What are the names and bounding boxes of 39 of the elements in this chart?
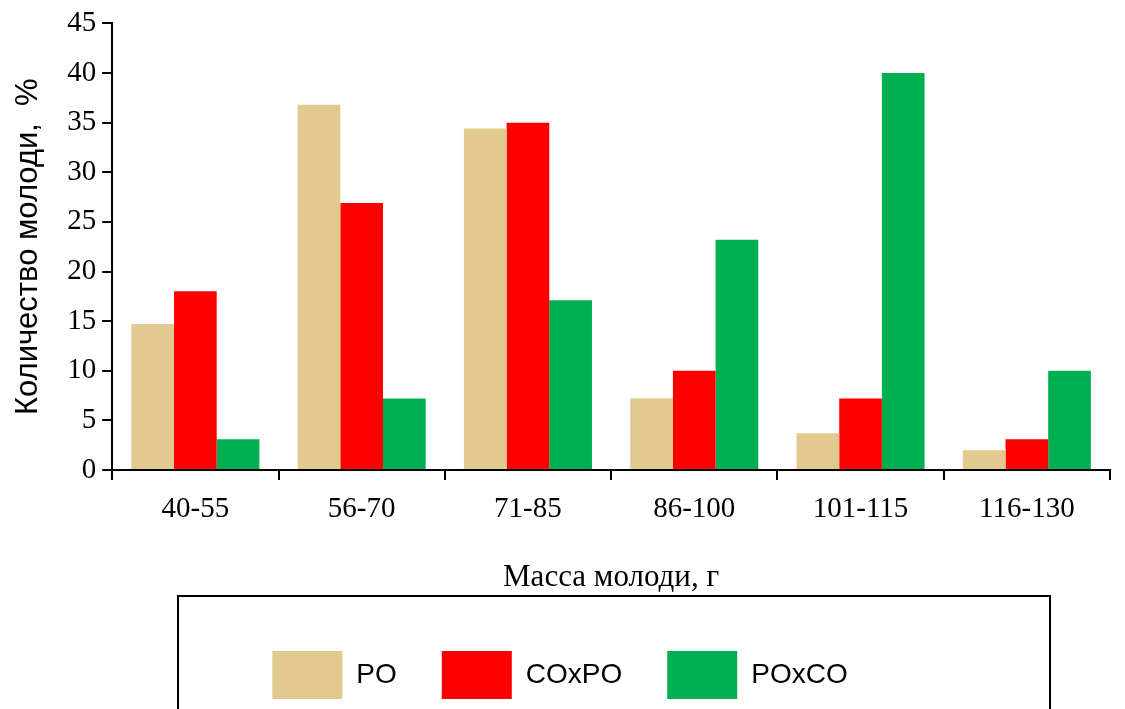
bar bbox=[881, 73, 925, 469]
bar bbox=[131, 324, 175, 469]
bar bbox=[715, 239, 759, 469]
y-axis-title: Количество молоди, % bbox=[9, 78, 45, 416]
y-tick-label: 25 bbox=[67, 203, 97, 236]
bar bbox=[216, 439, 260, 469]
x-tick-label: 40-55 bbox=[161, 491, 230, 524]
x-axis-title: Масса молоди, г bbox=[503, 557, 720, 593]
y-tick-label: 20 bbox=[67, 253, 97, 286]
bar bbox=[549, 300, 592, 469]
bar bbox=[796, 433, 840, 469]
y-tick-label: 15 bbox=[67, 302, 97, 335]
y-tick-label: 10 bbox=[67, 352, 97, 385]
bar bbox=[1048, 370, 1091, 469]
x-tick-label: 101-115 bbox=[812, 491, 909, 524]
bar bbox=[630, 398, 673, 469]
bar bbox=[672, 370, 716, 469]
bar bbox=[506, 122, 550, 469]
bar bbox=[1005, 439, 1049, 469]
legend-label: COxPO bbox=[525, 657, 623, 689]
bar bbox=[962, 450, 1006, 469]
y-tick-label: 35 bbox=[67, 104, 97, 137]
bar bbox=[174, 291, 217, 469]
bar bbox=[463, 128, 507, 469]
y-tick-label: 40 bbox=[67, 54, 97, 87]
y-tick-label: 5 bbox=[81, 401, 97, 434]
bar bbox=[382, 398, 426, 469]
y-tick-label: 45 bbox=[67, 5, 97, 38]
legend-label: PO bbox=[356, 657, 397, 689]
legend-label: POxCO bbox=[751, 657, 848, 689]
y-tick-label: 0 bbox=[81, 451, 97, 484]
x-tick-label: 71-85 bbox=[494, 491, 562, 524]
bar bbox=[340, 203, 383, 469]
x-tick-label: 86-100 bbox=[653, 491, 736, 524]
x-tick-label: 56-70 bbox=[327, 491, 396, 524]
y-tick-label: 30 bbox=[67, 153, 97, 186]
bar bbox=[839, 398, 882, 469]
x-tick-label: 116-130 bbox=[979, 491, 1075, 524]
bar bbox=[297, 104, 341, 469]
